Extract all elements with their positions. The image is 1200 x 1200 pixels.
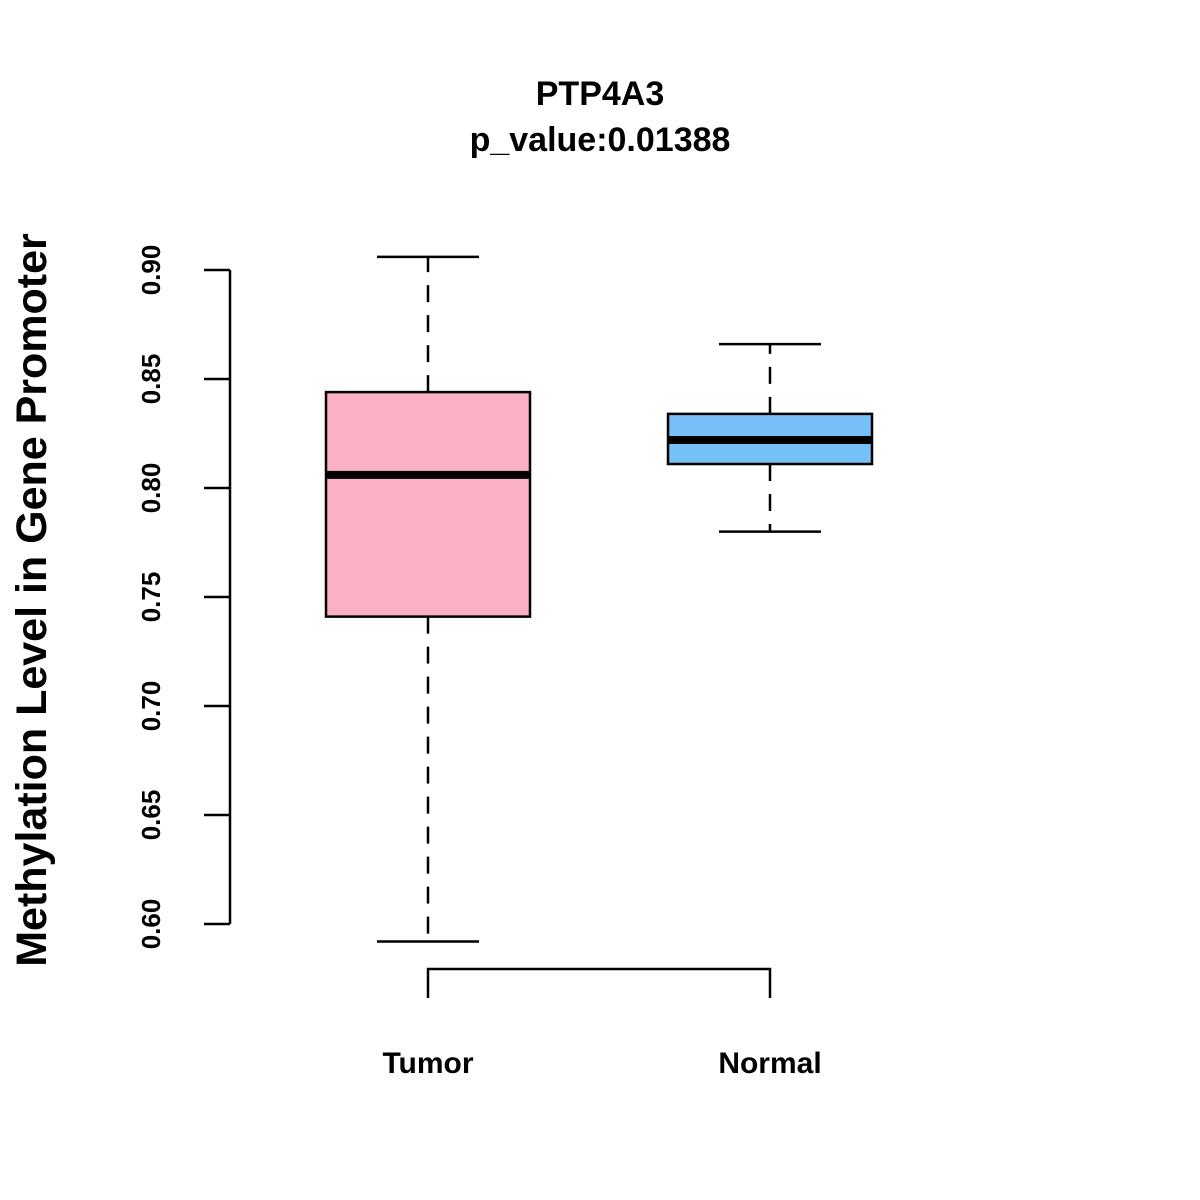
category-label-normal: Normal <box>718 1047 821 1080</box>
box-normal <box>666 342 874 533</box>
boxes <box>324 255 874 943</box>
chart-title: PTP4A3 <box>536 75 665 113</box>
iqr-box <box>324 390 532 618</box>
chart-subtitle: p_value:0.01388 <box>470 121 731 159</box>
y-tick-label: 0.65 <box>136 790 166 841</box>
y-tick-label: 0.85 <box>136 354 166 405</box>
y-tick-label: 0.90 <box>136 245 166 296</box>
y-tick-label: 0.75 <box>136 572 166 623</box>
significance-bracket <box>426 967 772 998</box>
y-tick-label: 0.60 <box>136 899 166 950</box>
category-label-tumor: Tumor <box>382 1047 473 1080</box>
box-tumor <box>324 255 532 943</box>
y-tick-label: 0.70 <box>136 681 166 732</box>
y-tick-label: 0.80 <box>136 463 166 514</box>
y-axis-label: Methylation Level in Gene Promoter <box>8 233 56 967</box>
bracket-line <box>426 967 772 998</box>
y-axis-ticks: 0.60 0.65 0.70 0.75 0.80 0.85 0.90 <box>136 245 230 950</box>
category-labels: Tumor Normal <box>382 1047 821 1080</box>
